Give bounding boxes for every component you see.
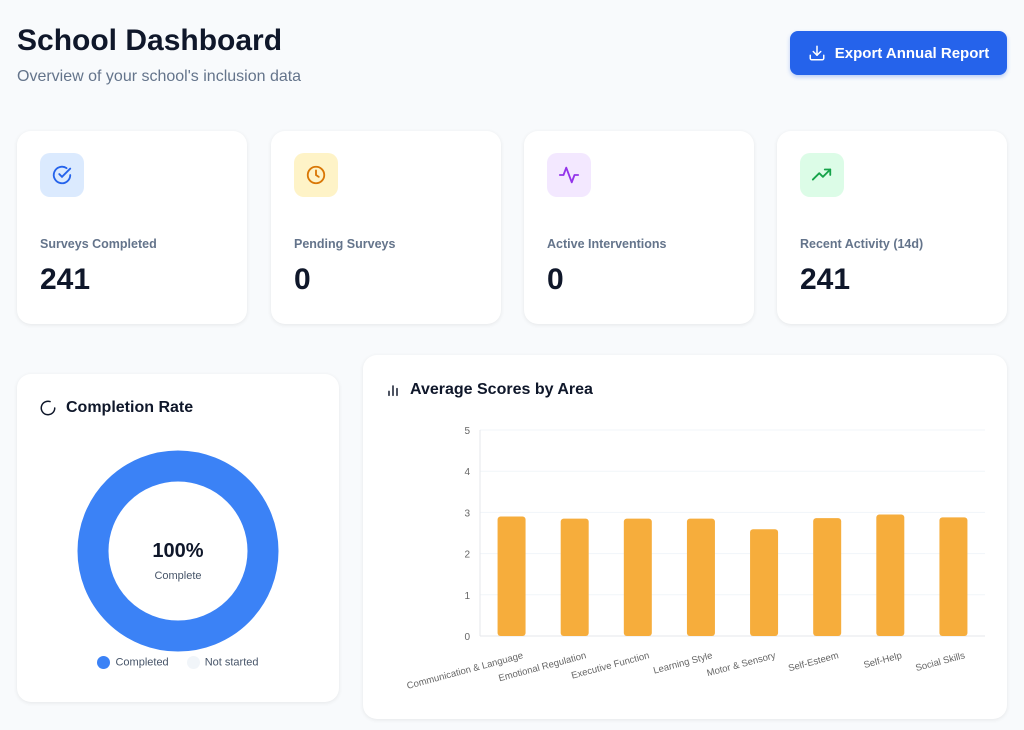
stat-value: 0 [294, 263, 311, 296]
y-tick-label: 5 [464, 426, 470, 437]
clock-icon [294, 153, 338, 197]
bar [560, 518, 589, 636]
export-label: Export Annual Report [834, 44, 990, 62]
y-tick-label: 4 [464, 467, 470, 478]
bar-chart-icon [388, 385, 398, 397]
bar [686, 518, 715, 636]
y-tick-label: 2 [464, 550, 470, 561]
chart-title: Average Scores by Area [410, 381, 593, 398]
completion-caption: Complete [154, 570, 202, 582]
x-tick-label: Self-Esteem [787, 650, 840, 674]
bar [813, 518, 842, 636]
legend-completed[interactable]: Completed [97, 656, 169, 669]
bar [750, 529, 779, 636]
average-scores-card: Average Scores by Area 0 1 2 3 4 5 Communicati… [363, 355, 1007, 719]
x-tick-label: Social Skills [914, 650, 966, 674]
legend-not-started[interactable]: Not started [186, 656, 259, 669]
stat-label: Surveys Completed [40, 237, 157, 251]
check-circle-icon [40, 153, 84, 197]
average-scores-heading: Average Scores by Area [385, 381, 593, 399]
completion-rate-card: Completion Rate 100% Complete Completed … [17, 374, 339, 702]
donut-legend: Completed Not started [17, 656, 339, 669]
x-tick-label: Self-Help [862, 650, 903, 671]
export-annual-report-button[interactable]: Export Annual Report [790, 31, 1007, 75]
activity-icon [547, 153, 591, 197]
stat-value: 241 [800, 263, 851, 296]
stat-card-recent-activity: Recent Activity (14d) 241 [777, 131, 1007, 324]
completion-percent: 100% [152, 540, 204, 562]
download-icon [809, 45, 825, 61]
y-tick-label: 0 [464, 632, 470, 643]
stat-label: Pending Surveys [294, 237, 396, 251]
bar [876, 514, 905, 636]
page-title: School Dashboard [17, 24, 283, 57]
stat-card-active-interventions: Active Interventions 0 [524, 131, 754, 324]
x-tick-label: Motor & Sensory [706, 650, 777, 679]
bar [623, 518, 652, 636]
stat-card-pending-surveys: Pending Surveys 0 [271, 131, 501, 324]
stat-value: 0 [547, 263, 564, 296]
y-tick-label: 1 [464, 591, 470, 602]
stat-label: Recent Activity (14d) [800, 237, 924, 251]
page-subtitle: Overview of your school's inclusion data [17, 68, 302, 85]
stat-value: 241 [40, 263, 91, 296]
x-tick-label: Learning Style [652, 650, 714, 676]
donut-completed-arc [77, 450, 279, 652]
loader-icon [40, 400, 56, 416]
completion-rate-heading: Completion Rate [39, 399, 193, 417]
completion-donut [77, 450, 279, 652]
completion-rate-title: Completion Rate [66, 399, 194, 416]
bar [939, 517, 968, 636]
trending-up-icon [800, 153, 844, 197]
stat-label: Active Interventions [547, 237, 667, 251]
bar [497, 516, 526, 636]
y-tick-label: 3 [464, 508, 470, 519]
stat-card-surveys-completed: Surveys Completed 241 [17, 131, 247, 324]
